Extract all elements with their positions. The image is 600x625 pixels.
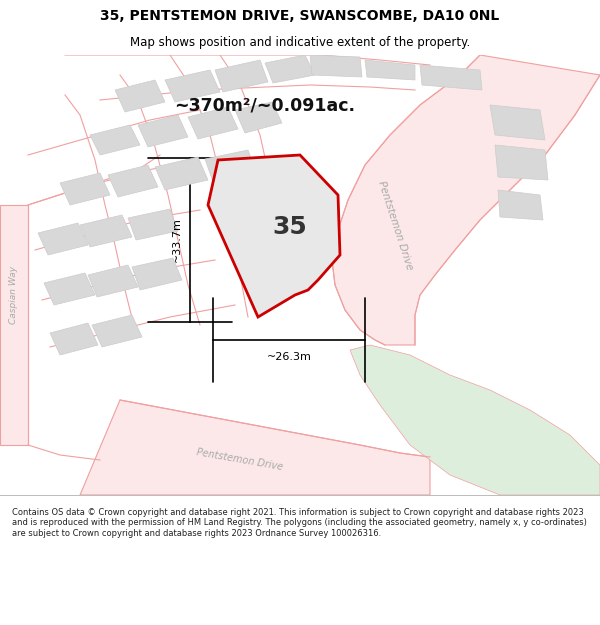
- Polygon shape: [155, 157, 208, 190]
- Text: Caspian Way: Caspian Way: [10, 266, 19, 324]
- Text: Pentstemon Drive: Pentstemon Drive: [196, 448, 284, 472]
- Polygon shape: [60, 173, 110, 205]
- Polygon shape: [38, 223, 88, 255]
- Polygon shape: [92, 315, 142, 347]
- Polygon shape: [44, 273, 95, 305]
- Polygon shape: [208, 155, 340, 317]
- Polygon shape: [490, 105, 545, 140]
- Polygon shape: [80, 400, 430, 495]
- Polygon shape: [165, 70, 220, 102]
- Text: Map shows position and indicative extent of the property.: Map shows position and indicative extent…: [130, 36, 470, 49]
- Polygon shape: [498, 190, 543, 220]
- Polygon shape: [108, 165, 158, 197]
- Polygon shape: [138, 115, 188, 147]
- Polygon shape: [0, 205, 28, 445]
- Polygon shape: [420, 65, 482, 90]
- Polygon shape: [235, 102, 282, 133]
- Polygon shape: [205, 150, 256, 182]
- Polygon shape: [310, 55, 362, 77]
- Polygon shape: [332, 55, 600, 345]
- Polygon shape: [128, 209, 178, 240]
- Text: ~26.3m: ~26.3m: [266, 352, 311, 362]
- Polygon shape: [50, 323, 98, 355]
- Polygon shape: [265, 55, 315, 83]
- Polygon shape: [188, 107, 238, 139]
- Text: Contains OS data © Crown copyright and database right 2021. This information is : Contains OS data © Crown copyright and d…: [12, 508, 587, 538]
- Polygon shape: [115, 80, 165, 112]
- Text: ~370m²/~0.091ac.: ~370m²/~0.091ac.: [175, 96, 355, 114]
- Polygon shape: [350, 345, 600, 495]
- Polygon shape: [80, 215, 132, 247]
- Polygon shape: [90, 125, 140, 155]
- Text: Pentstemon Drive: Pentstemon Drive: [376, 179, 414, 271]
- Text: ~33.7m: ~33.7m: [172, 217, 182, 262]
- Text: 35: 35: [272, 215, 307, 239]
- Text: 35, PENTSTEMON DRIVE, SWANSCOMBE, DA10 0NL: 35, PENTSTEMON DRIVE, SWANSCOMBE, DA10 0…: [100, 9, 500, 24]
- Polygon shape: [88, 265, 138, 297]
- Polygon shape: [495, 145, 548, 180]
- Polygon shape: [365, 60, 415, 80]
- Polygon shape: [215, 60, 268, 92]
- Polygon shape: [132, 258, 182, 290]
